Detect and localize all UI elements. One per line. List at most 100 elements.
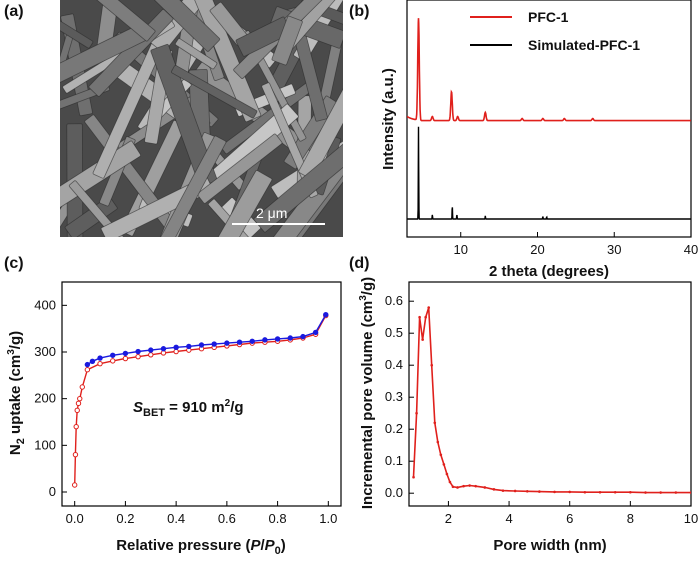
panel-label-b: (b) xyxy=(349,3,369,20)
psd-point xyxy=(483,486,487,489)
psd-point xyxy=(538,490,541,493)
plot-frame-c xyxy=(61,281,342,507)
c-x-tick-label: 0.0 xyxy=(66,511,84,526)
desorption-point xyxy=(84,361,91,368)
d-x-tick-label: 10 xyxy=(684,511,698,526)
scale-bar-label: 2 μm xyxy=(256,205,287,221)
d-y-tick-label: 0.6 xyxy=(385,293,403,308)
psd-point xyxy=(525,489,529,493)
adsorption-point xyxy=(73,423,79,430)
adsorption-point xyxy=(148,352,154,358)
c-x-tick-label: 0.4 xyxy=(167,511,185,526)
sem-rod xyxy=(76,0,156,42)
sem-rod xyxy=(171,65,258,119)
d-x-tick-label: 4 xyxy=(505,511,512,526)
psd-point xyxy=(412,475,415,479)
adsorption-point xyxy=(97,360,103,367)
psd-point xyxy=(513,489,517,493)
series-line-simulated xyxy=(407,126,691,220)
desorption-point xyxy=(300,333,306,340)
sem-rod xyxy=(194,170,273,237)
psd-point xyxy=(451,485,455,489)
psd-point xyxy=(629,490,632,494)
desorption-point xyxy=(312,329,319,336)
b-x-tick-label: 40 xyxy=(684,242,698,257)
d-x-tick-label: 2 xyxy=(445,511,452,526)
x-axis-label-d: Pore width (nm) xyxy=(493,537,606,554)
desorption-point xyxy=(148,347,154,353)
b-x-tick-label: 20 xyxy=(530,242,544,257)
sem-rod xyxy=(192,0,262,123)
psd-point xyxy=(674,491,678,494)
psd-point xyxy=(474,484,478,488)
b-x-tick-label: 30 xyxy=(607,242,621,257)
adsorption-point xyxy=(84,367,91,373)
d-x-tick-label: 8 xyxy=(627,511,634,526)
desorption-point xyxy=(274,336,281,342)
c-y-tick-label: 300 xyxy=(34,344,56,359)
c-x-tick-label: 0.8 xyxy=(269,511,287,526)
x-axis-label-c: Relative pressure (P/P0) xyxy=(116,537,286,557)
psd-point xyxy=(659,491,662,494)
c-y-tick-label: 100 xyxy=(34,437,56,452)
legend-b: PFC-1 Simulated-PFC-1 xyxy=(470,9,640,53)
psd-point xyxy=(433,421,437,425)
psd-point xyxy=(689,491,691,494)
adsorption-point xyxy=(71,482,78,488)
y-axis-label-d: Incremental pore volume (cm3/g) xyxy=(358,277,376,509)
adsorption-point xyxy=(75,400,82,407)
sem-image: 2 μm xyxy=(60,0,343,237)
panel-label-c: (c) xyxy=(4,255,24,272)
c-y-tick-label: 0 xyxy=(49,484,56,499)
psd-point xyxy=(427,306,431,309)
c-x-tick-label: 0.2 xyxy=(116,511,134,526)
desorption-point xyxy=(323,311,329,318)
psd-point xyxy=(448,480,452,484)
d-y-tick-label: 0.4 xyxy=(385,357,403,372)
y-axis-label-c: N2 uptake (cm3/g) xyxy=(6,331,27,455)
desorption-point xyxy=(160,346,167,352)
psd-point xyxy=(421,338,424,341)
adsorption-point xyxy=(74,407,80,414)
c-y-tick-label: 200 xyxy=(34,391,56,406)
psd-point xyxy=(418,315,421,319)
desorption-point xyxy=(110,352,116,358)
c-y-tick-label: 400 xyxy=(34,297,56,312)
d-y-tick-label: 0.5 xyxy=(385,325,403,340)
d-y-tick-label: 0.3 xyxy=(385,389,403,404)
psd-point xyxy=(468,484,471,487)
legend-label-pfc1: PFC-1 xyxy=(528,9,569,25)
plot-frame-d xyxy=(408,281,692,507)
desorption-point xyxy=(97,355,103,361)
chart-c: 0.0 0.2 0.4 0.6 0.8 1.0 0 100 200 300 400 SBET = 9… xyxy=(6,281,342,557)
psd-point xyxy=(415,411,418,415)
psd-point xyxy=(456,486,459,489)
y-axis-label-b: Intensity (a.u.) xyxy=(380,68,397,170)
psd-point xyxy=(598,490,602,494)
sem-rod xyxy=(197,133,283,204)
desorption-point xyxy=(89,358,96,365)
psd-point xyxy=(462,484,465,488)
chart-d: 2 4 6 8 10 0.0 0.1 0.2 0.3 0.4 0.5 0.6 Incremental … xyxy=(358,277,698,554)
desorption-point xyxy=(186,343,192,350)
psd-point xyxy=(492,488,496,491)
sem-rod xyxy=(68,180,138,237)
psd-point xyxy=(445,472,449,476)
psd-point xyxy=(424,315,427,319)
desorption-point xyxy=(236,339,243,345)
d-y-tick-label: 0.1 xyxy=(385,453,403,468)
desorption-point xyxy=(211,341,217,347)
adsorption-point xyxy=(79,384,85,390)
c-x-tick-label: 1.0 xyxy=(319,511,337,526)
plot-frame-b xyxy=(406,0,692,238)
chart-b: 10 20 30 40 PFC-1 Simulated-PFC-1 Intensity… xyxy=(380,0,698,280)
psd-point xyxy=(644,491,647,494)
desorption-point xyxy=(122,350,129,357)
psd-point xyxy=(613,490,617,494)
sem-rod xyxy=(64,196,118,237)
sem-rod xyxy=(271,15,303,66)
desorption-point xyxy=(262,337,268,343)
psd-point xyxy=(436,440,440,444)
d-y-tick-label: 0.2 xyxy=(385,421,403,436)
sem-rod xyxy=(60,15,94,49)
